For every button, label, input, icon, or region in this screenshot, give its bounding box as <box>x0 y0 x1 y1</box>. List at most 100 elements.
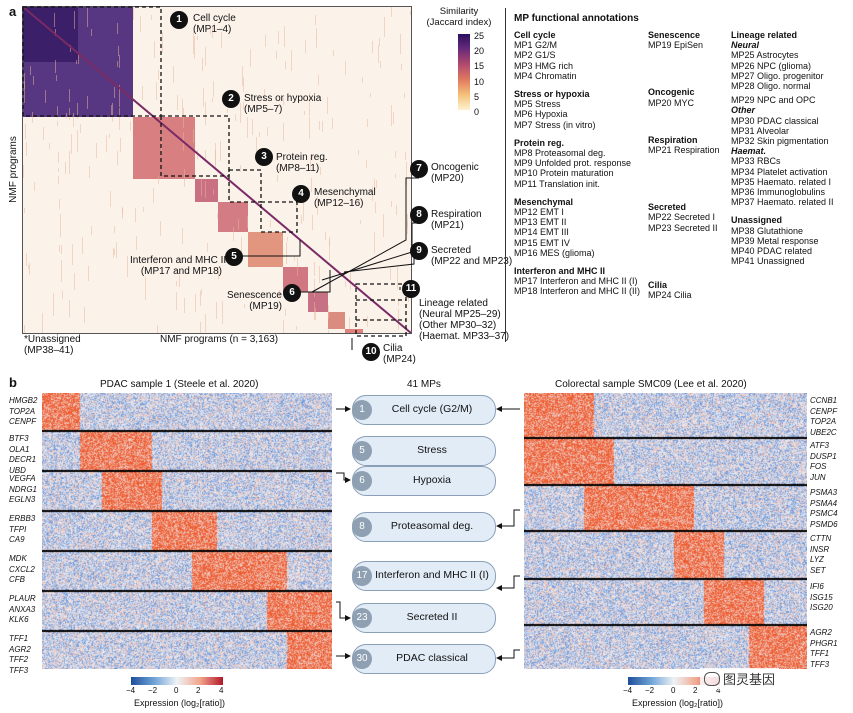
cluster-mps-9: (MP22 and MP23) <box>431 256 513 267</box>
cluster-name-1: Cell cycle <box>193 13 236 24</box>
gene-label: MDK <box>9 554 27 563</box>
similarity-speck <box>277 175 278 182</box>
similarity-speck <box>296 326 297 330</box>
similarity-speck <box>391 7 392 17</box>
similarity-speck <box>91 29 92 36</box>
similarity-speck <box>23 165 24 178</box>
gene-label: ANXA3 <box>9 604 36 614</box>
gene-group: IFI6 ISG15 ISG20 <box>810 582 833 614</box>
similarity-speck <box>122 208 123 214</box>
ann-item: MP21 Respiration <box>648 145 720 156</box>
mp-label: Proteasomal deg. <box>390 520 474 532</box>
similarity-speck <box>197 36 198 40</box>
similarity-speck <box>117 23 118 34</box>
ann-item: MP40 PDAC related <box>731 246 813 257</box>
gene-label: TFF1 <box>810 649 830 658</box>
gene-label: TFF3 <box>9 665 29 675</box>
similarity-speck <box>291 50 292 71</box>
similarity-speck <box>201 289 202 295</box>
similarity-diagonal <box>23 7 411 333</box>
similarity-speck <box>58 176 59 184</box>
similarity-speck <box>247 216 248 228</box>
similarity-speck <box>360 220 361 224</box>
similarity-speck <box>215 151 216 165</box>
ann-item: MP33 RBCs <box>731 156 781 167</box>
similarity-speck <box>327 97 328 114</box>
similarity-speck <box>207 243 208 252</box>
gene-label: EGLN3 <box>9 495 36 504</box>
similarity-speck <box>106 135 107 152</box>
colorbar-tick: 15 <box>474 61 485 72</box>
similarity-speck <box>221 32 222 48</box>
similarity-speck <box>74 273 75 290</box>
gene-group: TFF1 AGR2 TFF2 TFF3 <box>9 634 31 676</box>
similarity-speck <box>57 121 58 126</box>
similarity-speck <box>194 36 195 59</box>
mp-number: 6 <box>352 471 372 491</box>
cluster-badge-8: 8 <box>410 206 428 224</box>
cluster-box-1 <box>22 6 162 117</box>
left-colorbar-ticks: −4 −2 0 2 4 <box>126 686 230 696</box>
similarity-speck <box>58 168 59 172</box>
similarity-speck <box>315 15 316 25</box>
mp-pill-cell-cycle: 1 Cell cycle (G2/M) <box>352 395 496 425</box>
similarity-speck <box>283 123 284 141</box>
colorbar-tick: −2 <box>148 686 158 695</box>
cluster-name-8: Respiration <box>431 209 482 220</box>
colorbar-title-2: (Jaccard index) <box>426 17 492 28</box>
similarity-speck <box>193 129 194 143</box>
similarity-speck <box>329 239 330 260</box>
similarity-speck <box>407 221 408 228</box>
ann-item: MP19 EpiSen <box>648 40 704 51</box>
similarity-speck <box>297 258 298 276</box>
similarity-speck <box>111 105 112 116</box>
similarity-speck <box>203 88 204 107</box>
similarity-speck <box>28 265 29 269</box>
mp-pill-interferon: 17 Interferon and MHC II (I) <box>352 561 496 591</box>
colorbar-ticks: 25 20 15 10 5 0 <box>474 29 484 120</box>
annotations-divider <box>505 8 506 342</box>
cluster-name-11: Lineage related <box>419 298 488 309</box>
cluster-mps-7: (MP20) <box>431 173 464 184</box>
similarity-speck <box>316 28 317 39</box>
similarity-block <box>195 179 218 202</box>
similarity-speck <box>177 95 178 110</box>
similarity-speck <box>162 32 163 53</box>
right-colorbar-ticks: −4 −2 0 2 4 <box>623 686 727 696</box>
similarity-speck <box>140 16 141 32</box>
ann-item: MP20 MYC <box>648 97 695 108</box>
similarity-speck <box>383 214 384 237</box>
ann-subhead: Neural <box>731 40 760 51</box>
similarity-speck <box>345 281 346 287</box>
mp-label: Interferon and MHC II (I) <box>375 569 489 581</box>
similarity-speck <box>238 219 239 230</box>
similarity-speck <box>57 106 58 118</box>
similarity-speck <box>370 93 371 97</box>
similarity-speck <box>240 165 241 172</box>
cluster-mps-2: (MP5–7) <box>244 104 283 115</box>
ann-item: MP32 Skin pigmentation <box>731 136 829 147</box>
similarity-speck <box>183 108 184 128</box>
cluster-label-1: Cell cycle (MP1–4) <box>193 13 236 35</box>
gene-label: ERBB3 <box>9 514 36 523</box>
similarity-speck <box>24 325 25 333</box>
gene-label: IFI6 <box>810 582 824 591</box>
mp-pill-proteasomal: 8 Proteasomal deg. <box>352 512 496 542</box>
ann-head: Secreted <box>648 202 687 213</box>
gene-label: ISG20 <box>810 603 833 612</box>
mp-connectors <box>336 406 520 661</box>
similarity-speck <box>214 23 215 32</box>
gene-label: CA9 <box>9 535 25 544</box>
similarity-speck <box>379 38 380 46</box>
ann-item: MP5 Stress <box>514 99 561 110</box>
gene-label: PSMC4 <box>810 509 838 518</box>
gene-label: LYZ <box>810 555 824 564</box>
similarity-speck <box>314 279 315 297</box>
similarity-speck <box>318 75 319 85</box>
similarity-speck <box>333 50 334 56</box>
similarity-speck <box>55 60 56 73</box>
cluster-badge-3: 3 <box>255 148 273 166</box>
ann-item: MP18 Interferon and MHC II (II) <box>514 286 641 297</box>
gene-group: BTF3 OLA1 DECR1 UBD <box>9 434 36 476</box>
similarity-speck <box>286 242 287 264</box>
